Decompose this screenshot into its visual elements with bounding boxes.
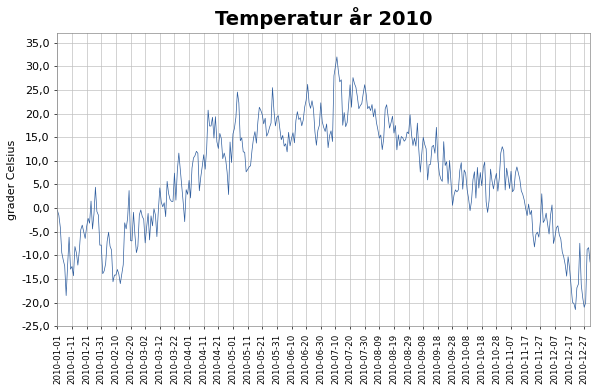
Y-axis label: grader Celsius: grader Celsius bbox=[7, 140, 17, 220]
Title: Temperatur år 2010: Temperatur år 2010 bbox=[215, 7, 432, 29]
